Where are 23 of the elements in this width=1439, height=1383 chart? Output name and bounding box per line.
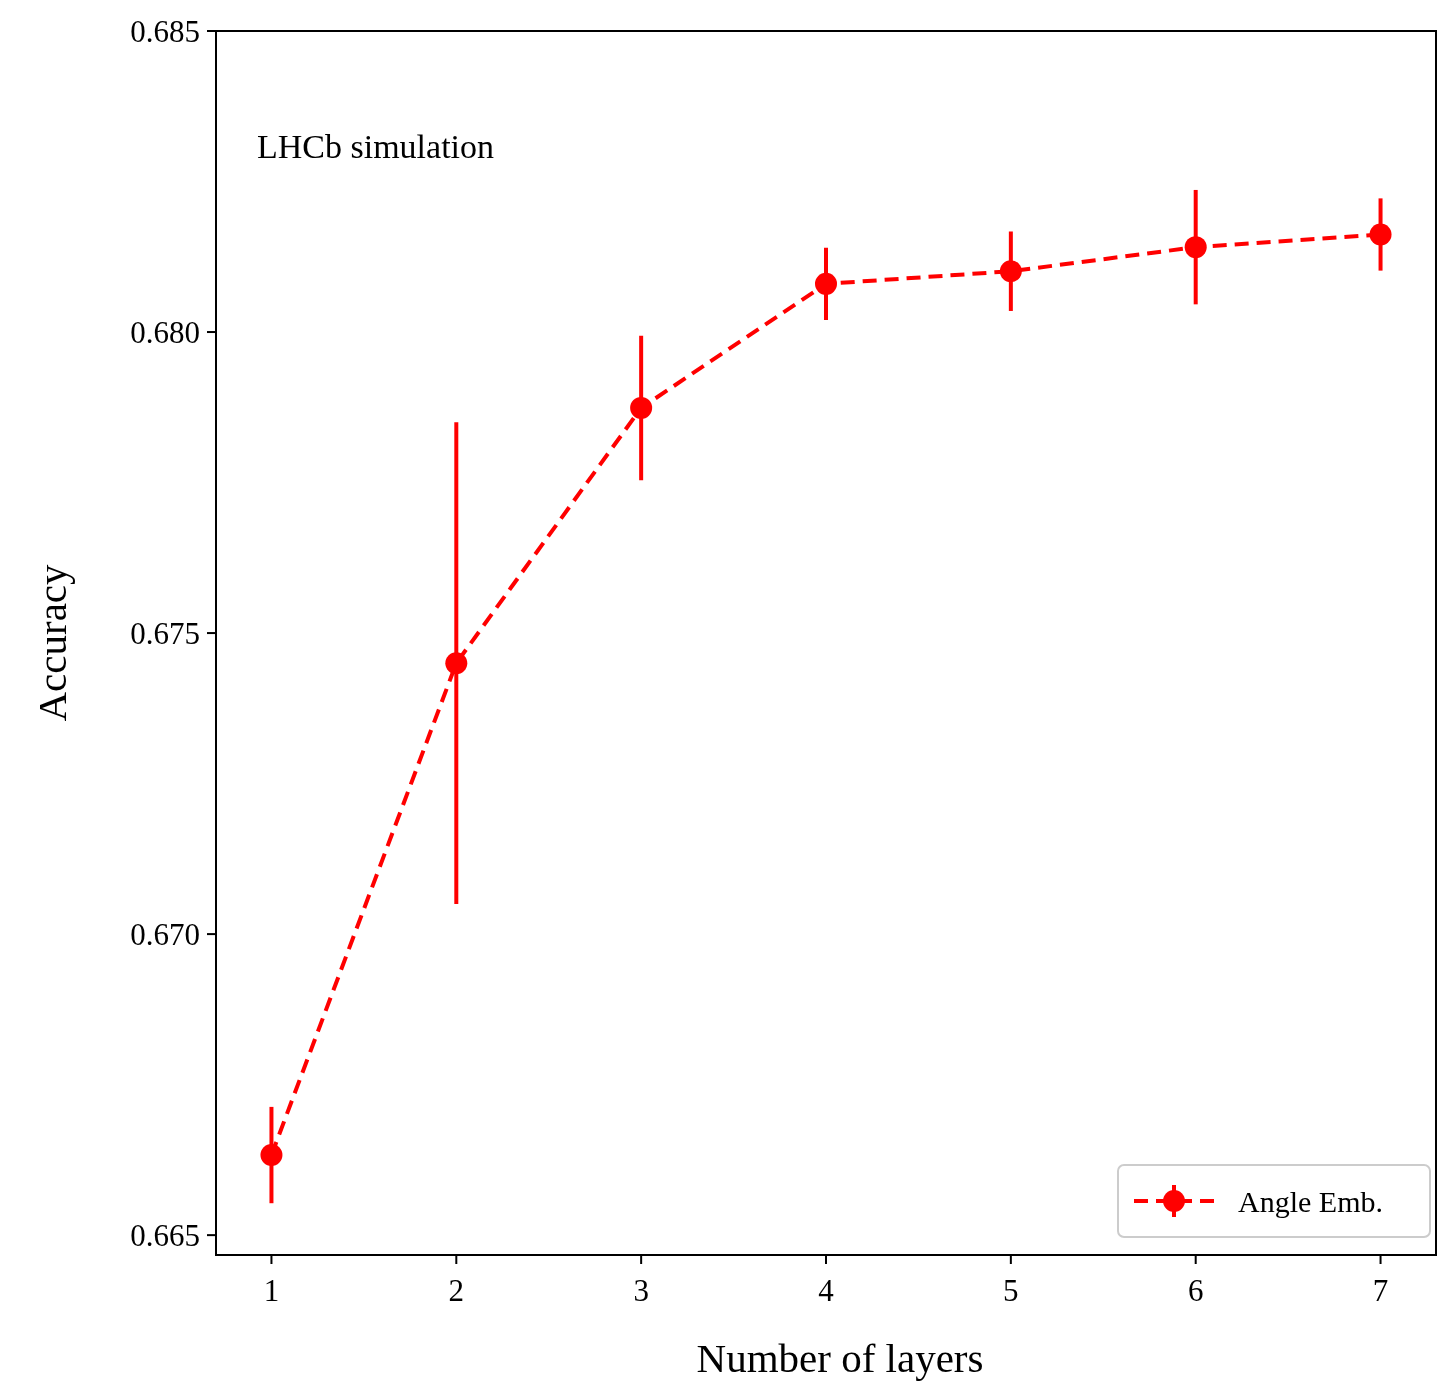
legend-label: Angle Emb. (1238, 1184, 1383, 1218)
y-tick-label: 0.685 (130, 13, 200, 49)
y-tick-label: 0.670 (130, 916, 200, 952)
y-tick-label: 0.665 (130, 1217, 200, 1253)
x-tick-label: 3 (633, 1273, 649, 1308)
point (999, 260, 1022, 283)
point (260, 1144, 283, 1167)
x-tick-label: 1 (263, 1273, 280, 1308)
x-tick-label: 7 (1372, 1273, 1389, 1308)
y-tick-label: 0.680 (130, 314, 200, 350)
point (630, 396, 653, 419)
point (1184, 236, 1207, 259)
x-tick-label: 2 (448, 1273, 465, 1308)
y-axis-title: Accuracy (29, 563, 75, 722)
x-tick-label: 4 (818, 1273, 835, 1308)
y-tick-label: 0.675 (130, 615, 200, 651)
annotation: LHCb simulation (257, 128, 495, 165)
point (1369, 223, 1392, 246)
x-tick-label: 5 (1003, 1273, 1019, 1308)
point (815, 272, 837, 295)
x-axis-title: Number of layers (696, 1335, 984, 1381)
point (445, 652, 468, 675)
x-tick-label: 6 (1187, 1273, 1204, 1308)
